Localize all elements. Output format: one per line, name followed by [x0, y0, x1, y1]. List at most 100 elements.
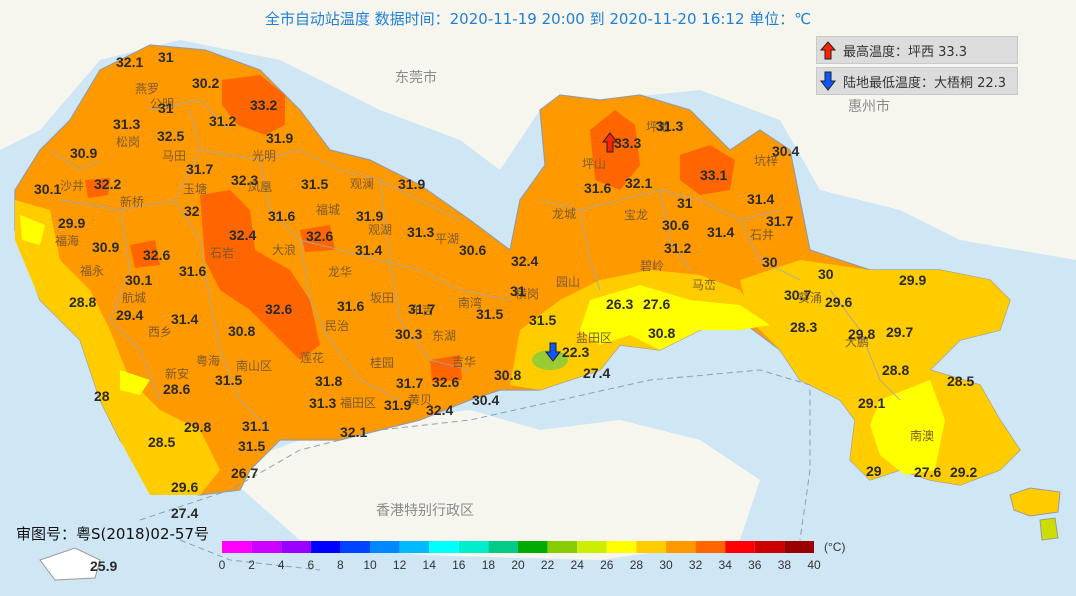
district-label: 凤凰: [248, 180, 272, 194]
station-reading: 31.6: [268, 208, 295, 224]
scale-swatch: [636, 541, 666, 553]
scale-tick-label: 26: [600, 558, 614, 572]
scale-swatch: [222, 541, 252, 553]
district-label: 黄贝: [408, 393, 432, 407]
page-title: 全市自动站温度 数据时间：2020-11-19 20:00 到 2020-11-…: [264, 10, 812, 28]
scale-tick-label: 4: [278, 558, 285, 572]
station-reading: 29.8: [848, 326, 875, 342]
district-label: 坪山: [582, 157, 606, 171]
zone-26-28-central: [580, 285, 770, 350]
station-reading: 31.9: [356, 208, 383, 224]
station-reading: 32.3: [231, 172, 258, 188]
station-reading: 29.1: [858, 395, 885, 411]
station-reading: 28: [94, 388, 110, 404]
scale-tick-label: 32: [689, 558, 703, 572]
district-label: 南山区: [236, 358, 272, 373]
station-reading: 30: [762, 254, 778, 270]
station-reading: 31.9: [398, 176, 425, 192]
scale-swatch: [695, 541, 726, 553]
district-boundaries: [49, 99, 901, 431]
zone-26-28-nanao: [870, 380, 945, 475]
island-east: [1009, 487, 1061, 517]
scale-tick-label: 18: [482, 558, 496, 572]
station-reading: 30.3: [395, 326, 422, 342]
station-reading: 32.2: [94, 176, 121, 192]
district-label: 马田: [162, 149, 186, 163]
station-reading: 31.5: [238, 438, 265, 454]
arrow-up-icon: [819, 41, 837, 60]
station-reading: 22.3: [562, 344, 589, 360]
scale-swatch: [399, 541, 430, 553]
station-reading: 32.4: [229, 227, 256, 243]
scale-tick-label: 40: [807, 558, 821, 572]
district-label: 大浪: [272, 242, 296, 257]
station-reading: 32.1: [116, 54, 143, 70]
district-label: 粤海: [196, 353, 220, 368]
district-label: 沙井: [60, 179, 84, 193]
hongkong-land: [220, 410, 760, 560]
station-reading: 31: [677, 195, 693, 211]
district-label: 石岩: [210, 245, 234, 260]
scale-swatch: [606, 541, 637, 553]
station-reading: 32: [184, 203, 200, 219]
station-reading: 31.4: [355, 242, 382, 258]
district-labels: 燕罗 公明 松岗 马田 光明 沙井 玉塘 凤凰 新桥 福永 福海 航城 新安 西…: [55, 82, 934, 443]
scale-tick-label: 12: [393, 558, 407, 572]
station-reading: 27.4: [583, 365, 610, 381]
scale-tick-label: 28: [630, 558, 644, 572]
scale-swatch: [281, 541, 311, 553]
station-reading: 30.1: [34, 181, 61, 197]
island-sw: [39, 547, 101, 581]
station-reading: 31.4: [171, 311, 198, 327]
scale-swatch: [251, 541, 282, 553]
neighbor-land-north: [0, 0, 1076, 260]
district-label: 民治: [325, 319, 349, 333]
district-label: 坪地: [646, 120, 670, 134]
zone-32-34-c2: [300, 225, 335, 252]
district-label: 东湖: [432, 328, 456, 343]
district-label: 新安: [165, 366, 189, 381]
map-approval-number: 审图号：粤S(2018)02-57号: [16, 525, 209, 543]
city-label-huizhou: 惠州市: [848, 99, 890, 115]
district-label: 福海: [55, 233, 79, 248]
station-reading: 31.6: [179, 263, 206, 279]
scale-swatch: [577, 541, 607, 553]
district-label: 大鹏: [845, 335, 869, 349]
station-reading: 31.7: [408, 301, 435, 317]
station-reading: 32.6: [265, 301, 292, 317]
zone-32-34-east: [680, 145, 735, 195]
scale-tick-label: 14: [423, 558, 437, 572]
station-reading: 25.9: [90, 558, 117, 574]
district-label: 龙华: [328, 265, 352, 279]
station-reading: 30.9: [92, 239, 119, 255]
station-reading: 30.7: [784, 287, 811, 303]
district-label: 玉塘: [183, 181, 207, 196]
district-label: 南澳: [910, 428, 934, 443]
scale-swatch: [754, 541, 785, 553]
zone-28-30-west: [15, 200, 220, 495]
station-reading: 31: [158, 100, 174, 116]
station-reading: 29.4: [116, 307, 143, 323]
city-label-dongguan: 东莞市: [395, 70, 437, 86]
scale-swatch: [488, 541, 518, 553]
district-label: 葵涌: [798, 291, 822, 305]
district-label: 观湖: [368, 222, 392, 237]
station-reading: 30.6: [662, 217, 689, 233]
scale-tick-label: 20: [511, 558, 525, 572]
scale-tick-label: 16: [452, 558, 466, 572]
station-reading: 27.6: [643, 296, 670, 312]
station-reading: 29.7: [886, 324, 913, 340]
district-label: 横岗: [515, 287, 539, 301]
district-label: 松岗: [116, 135, 140, 149]
station-reading: 31.6: [337, 298, 364, 314]
scale-tick-label: 0: [219, 558, 226, 572]
scale-swatch: [340, 541, 370, 553]
station-reading: 27.4: [171, 505, 198, 521]
district-label: 南湾: [458, 295, 482, 310]
station-reading: 31.3: [113, 116, 140, 132]
min-marker: [544, 342, 562, 362]
station-reading: 28.5: [148, 434, 175, 450]
station-reading: 31.3: [656, 118, 683, 134]
district-label: 园山: [556, 275, 580, 289]
station-reading: 26.3: [606, 296, 633, 312]
